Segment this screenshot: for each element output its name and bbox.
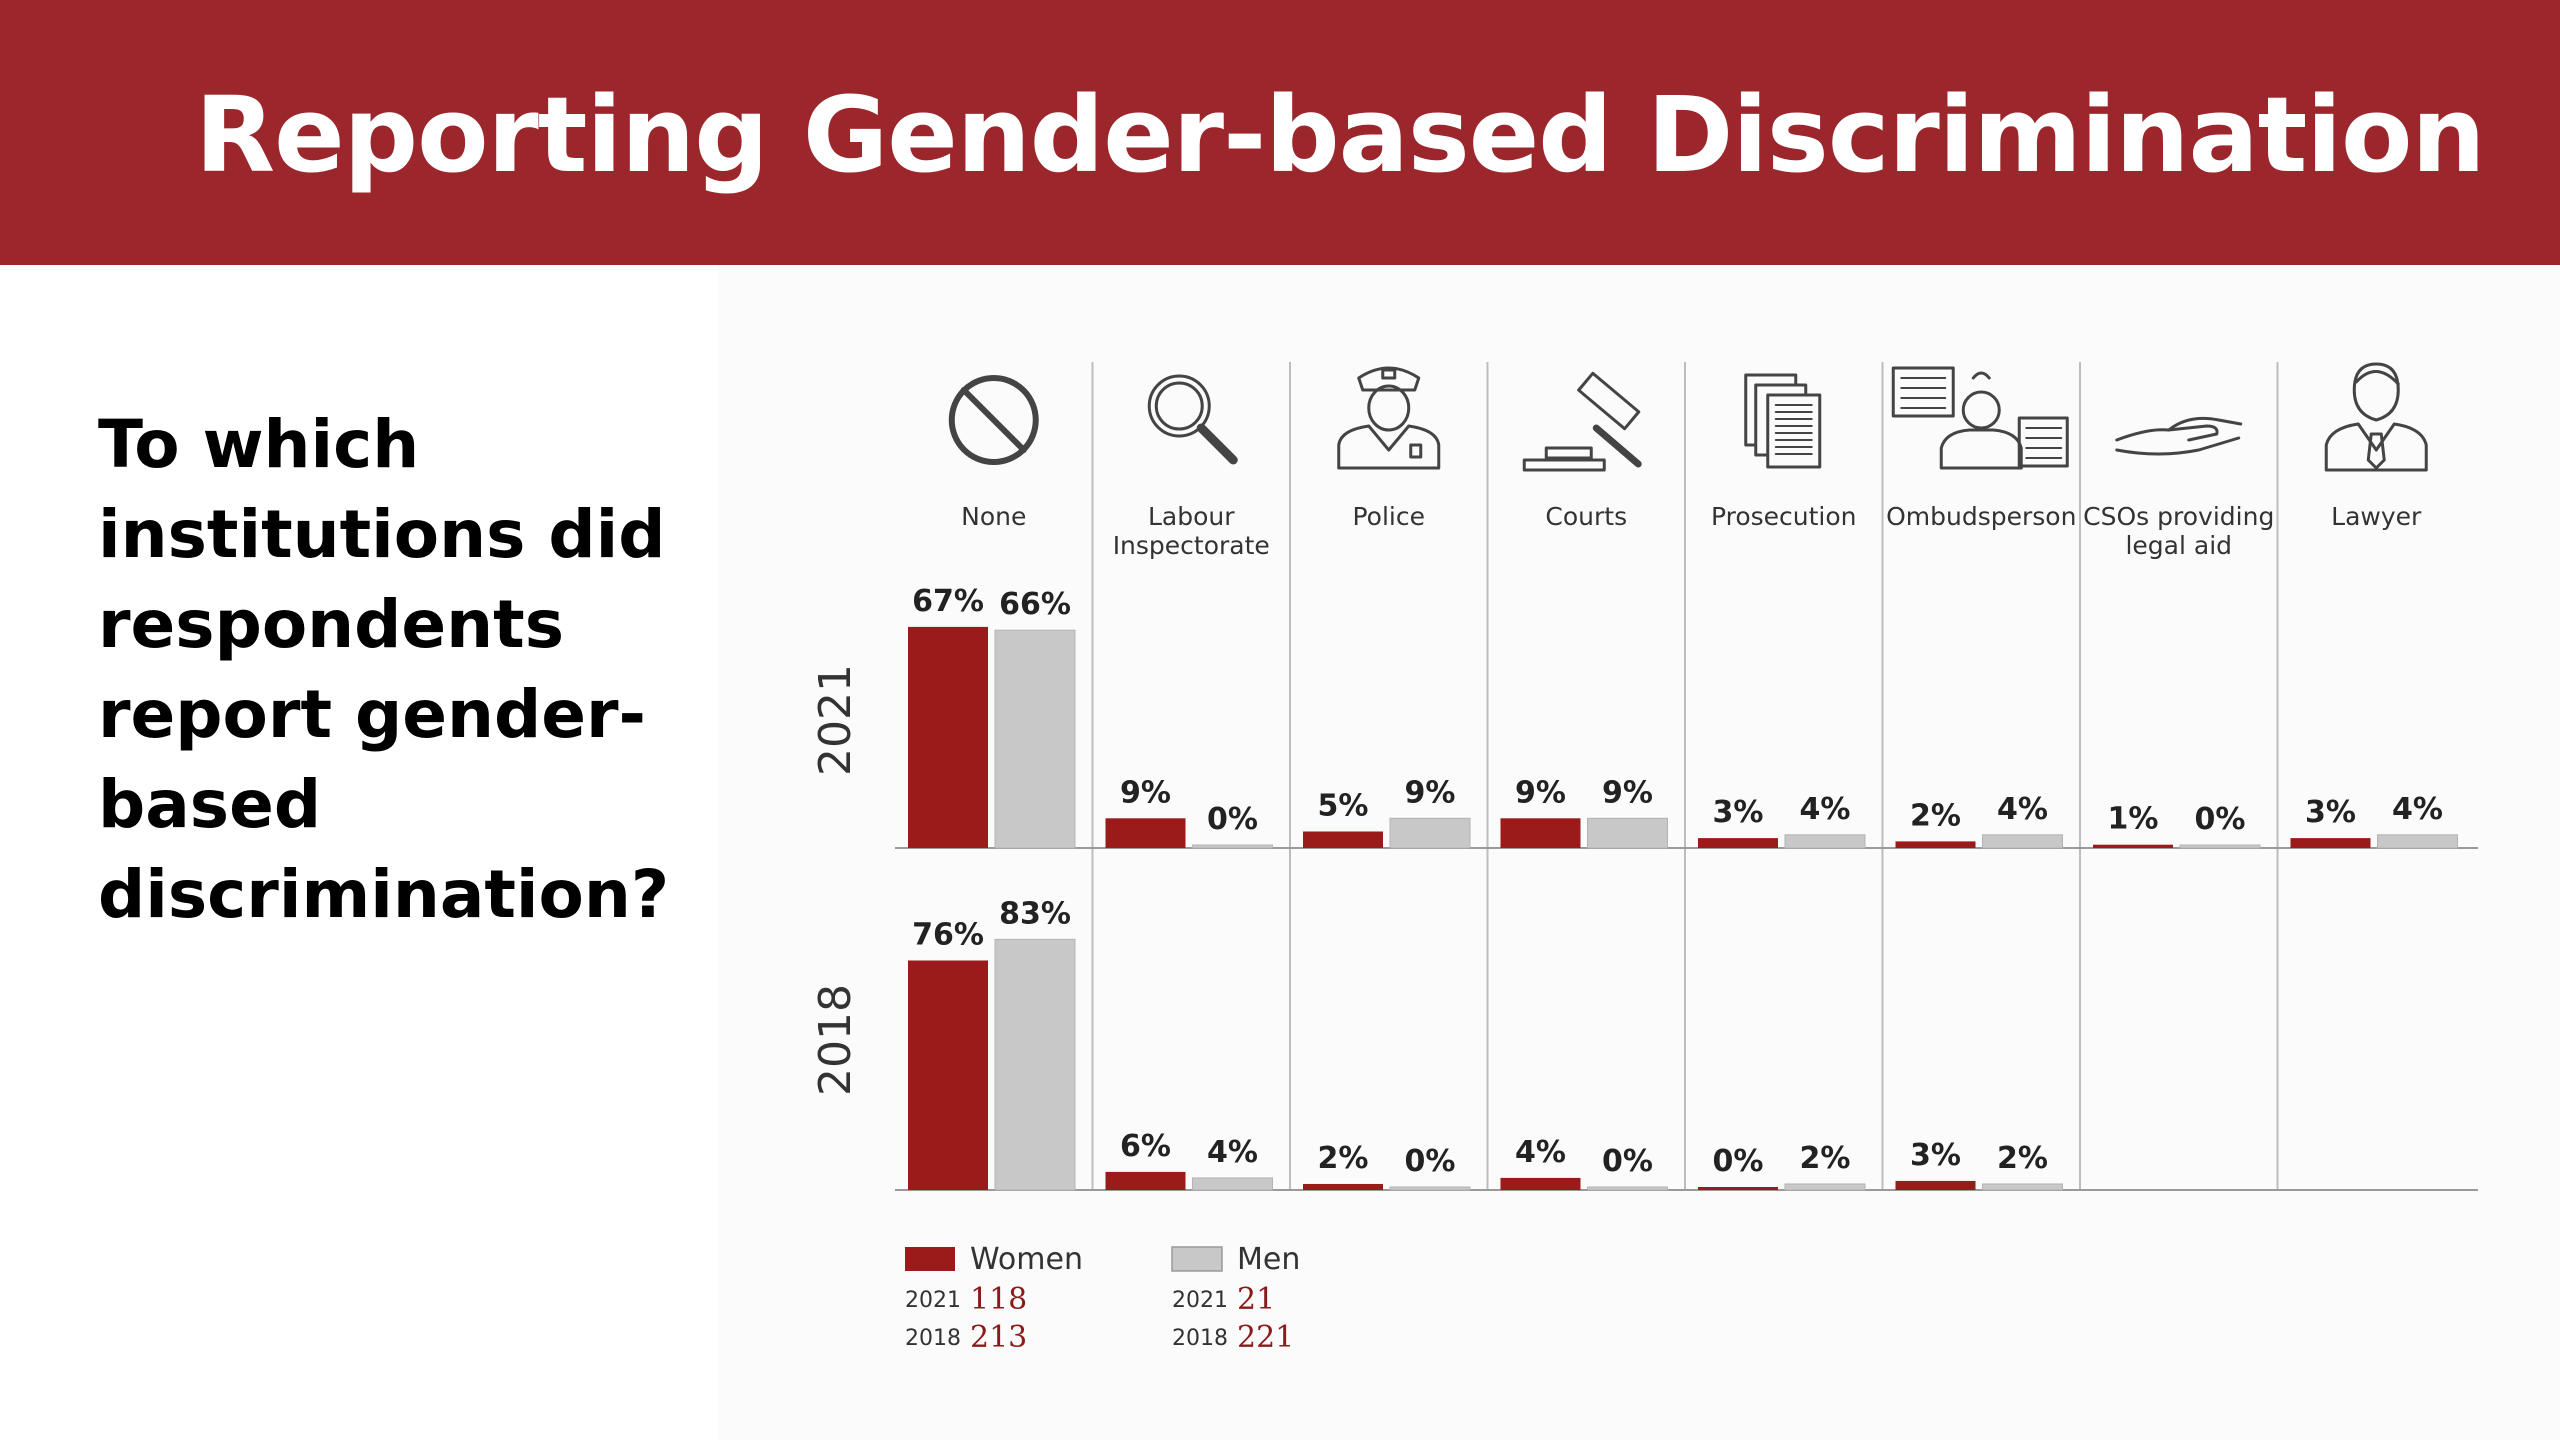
lawyer-icon: [2324, 362, 2428, 472]
women-bar: [908, 626, 988, 848]
category-label: Inspectorate: [1113, 531, 1270, 560]
women-bar: [1895, 1180, 1976, 1190]
legend-sample-year: 2021: [905, 1288, 961, 1313]
documents-icon: [1744, 373, 1822, 469]
legend-sample-size: 221: [1237, 1320, 1294, 1355]
gavel-icon: [1522, 371, 1642, 472]
legend-label: Women: [970, 1242, 1083, 1277]
prohibited-icon: [948, 375, 1039, 465]
value-label: 4%: [1800, 792, 1851, 827]
value-label: 1%: [2108, 802, 2159, 837]
value-label: 3%: [1713, 795, 1764, 830]
women-bar: [1698, 838, 1778, 848]
value-label: 67%: [912, 584, 984, 619]
men-bar: [1982, 834, 2063, 849]
legend-sample-size: 118: [970, 1282, 1027, 1317]
category-label: Courts: [1545, 502, 1627, 531]
men-bar: [1192, 844, 1273, 849]
legend-swatch-women: [905, 1247, 955, 1271]
value-label: 2%: [1800, 1141, 1851, 1176]
value-label: 0%: [1713, 1144, 1764, 1179]
value-label: 83%: [999, 896, 1071, 931]
value-label: 6%: [1120, 1129, 1171, 1164]
question-text: To which institutions did respondents re…: [98, 406, 670, 933]
page-title: Reporting Gender-based Discrimination: [195, 74, 2485, 196]
title-banner: [0, 0, 2560, 265]
value-label: 76%: [912, 917, 984, 952]
value-label: 9%: [1515, 775, 1566, 810]
value-label: 4%: [1515, 1135, 1566, 1170]
value-label: 3%: [1910, 1138, 1961, 1173]
year-label: 2018: [810, 984, 861, 1096]
value-label: 2%: [1997, 1141, 2048, 1176]
value-label: 5%: [1318, 789, 1369, 824]
women-bar: [1698, 1187, 1778, 1190]
men-bar: [994, 938, 1076, 1191]
category-label: Prosecution: [1711, 502, 1857, 531]
women-bar: [1500, 818, 1581, 848]
value-label: 0%: [1602, 1144, 1653, 1179]
men-bar: [1389, 817, 1471, 849]
men-bar: [1982, 1183, 2063, 1191]
men-bar: [2377, 834, 2458, 849]
value-label: 9%: [1120, 775, 1171, 810]
legend-sample-year: 2018: [1172, 1326, 1228, 1351]
category-label: Police: [1353, 502, 1426, 531]
value-label: 66%: [999, 587, 1071, 622]
value-label: 2%: [1910, 798, 1961, 833]
legend-sample-size: 21: [1237, 1282, 1275, 1317]
women-bar: [908, 960, 988, 1190]
men-bar: [1389, 1186, 1471, 1191]
magnifier-icon: [1147, 374, 1238, 465]
value-label: 3%: [2305, 795, 2356, 830]
legend-sample-year: 2018: [905, 1326, 961, 1351]
value-label: 4%: [1997, 792, 2048, 827]
women-bar: [1303, 1183, 1383, 1190]
men-bar: [1192, 1177, 1273, 1191]
women-bar: [1303, 831, 1383, 848]
men-bar: [994, 629, 1076, 849]
category-label: CSOs providing: [2083, 502, 2274, 531]
women-bar: [1895, 841, 1976, 848]
ombudsperson-icon: [1891, 366, 2069, 470]
category-label: legal aid: [2125, 531, 2232, 560]
legend-sample-size: 213: [970, 1320, 1027, 1355]
women-bar: [1500, 1177, 1581, 1190]
category-label: Lawyer: [2331, 502, 2422, 531]
year-label: 2021: [810, 664, 861, 776]
men-bar: [2179, 844, 2261, 849]
helping-hand-icon: [2115, 416, 2243, 456]
value-label: 9%: [1602, 775, 1653, 810]
legend-sample-year: 2021: [1172, 1288, 1228, 1313]
category-label: Labour: [1148, 502, 1235, 531]
value-label: 0%: [1405, 1144, 1456, 1179]
value-label: 2%: [1318, 1141, 1369, 1176]
legend-label: Men: [1237, 1242, 1300, 1277]
women-bar: [2290, 838, 2371, 848]
women-bar: [1105, 1171, 1186, 1190]
women-bar: [2093, 844, 2173, 848]
women-bar: [1105, 818, 1186, 848]
men-bar: [1784, 1183, 1866, 1191]
men-bar: [1587, 1186, 1668, 1191]
police-officer-icon: [1337, 366, 1441, 470]
value-label: 0%: [1207, 802, 1258, 837]
value-label: 9%: [1405, 775, 1456, 810]
value-label: 4%: [1207, 1135, 1258, 1170]
men-bar: [1784, 834, 1866, 849]
category-label: Ombudsperson: [1886, 502, 2076, 531]
value-label: 0%: [2195, 802, 2246, 837]
legend-swatch-men: [1171, 1246, 1223, 1272]
category-label: None: [961, 502, 1026, 531]
value-label: 4%: [2392, 792, 2443, 827]
men-bar: [1587, 817, 1668, 849]
